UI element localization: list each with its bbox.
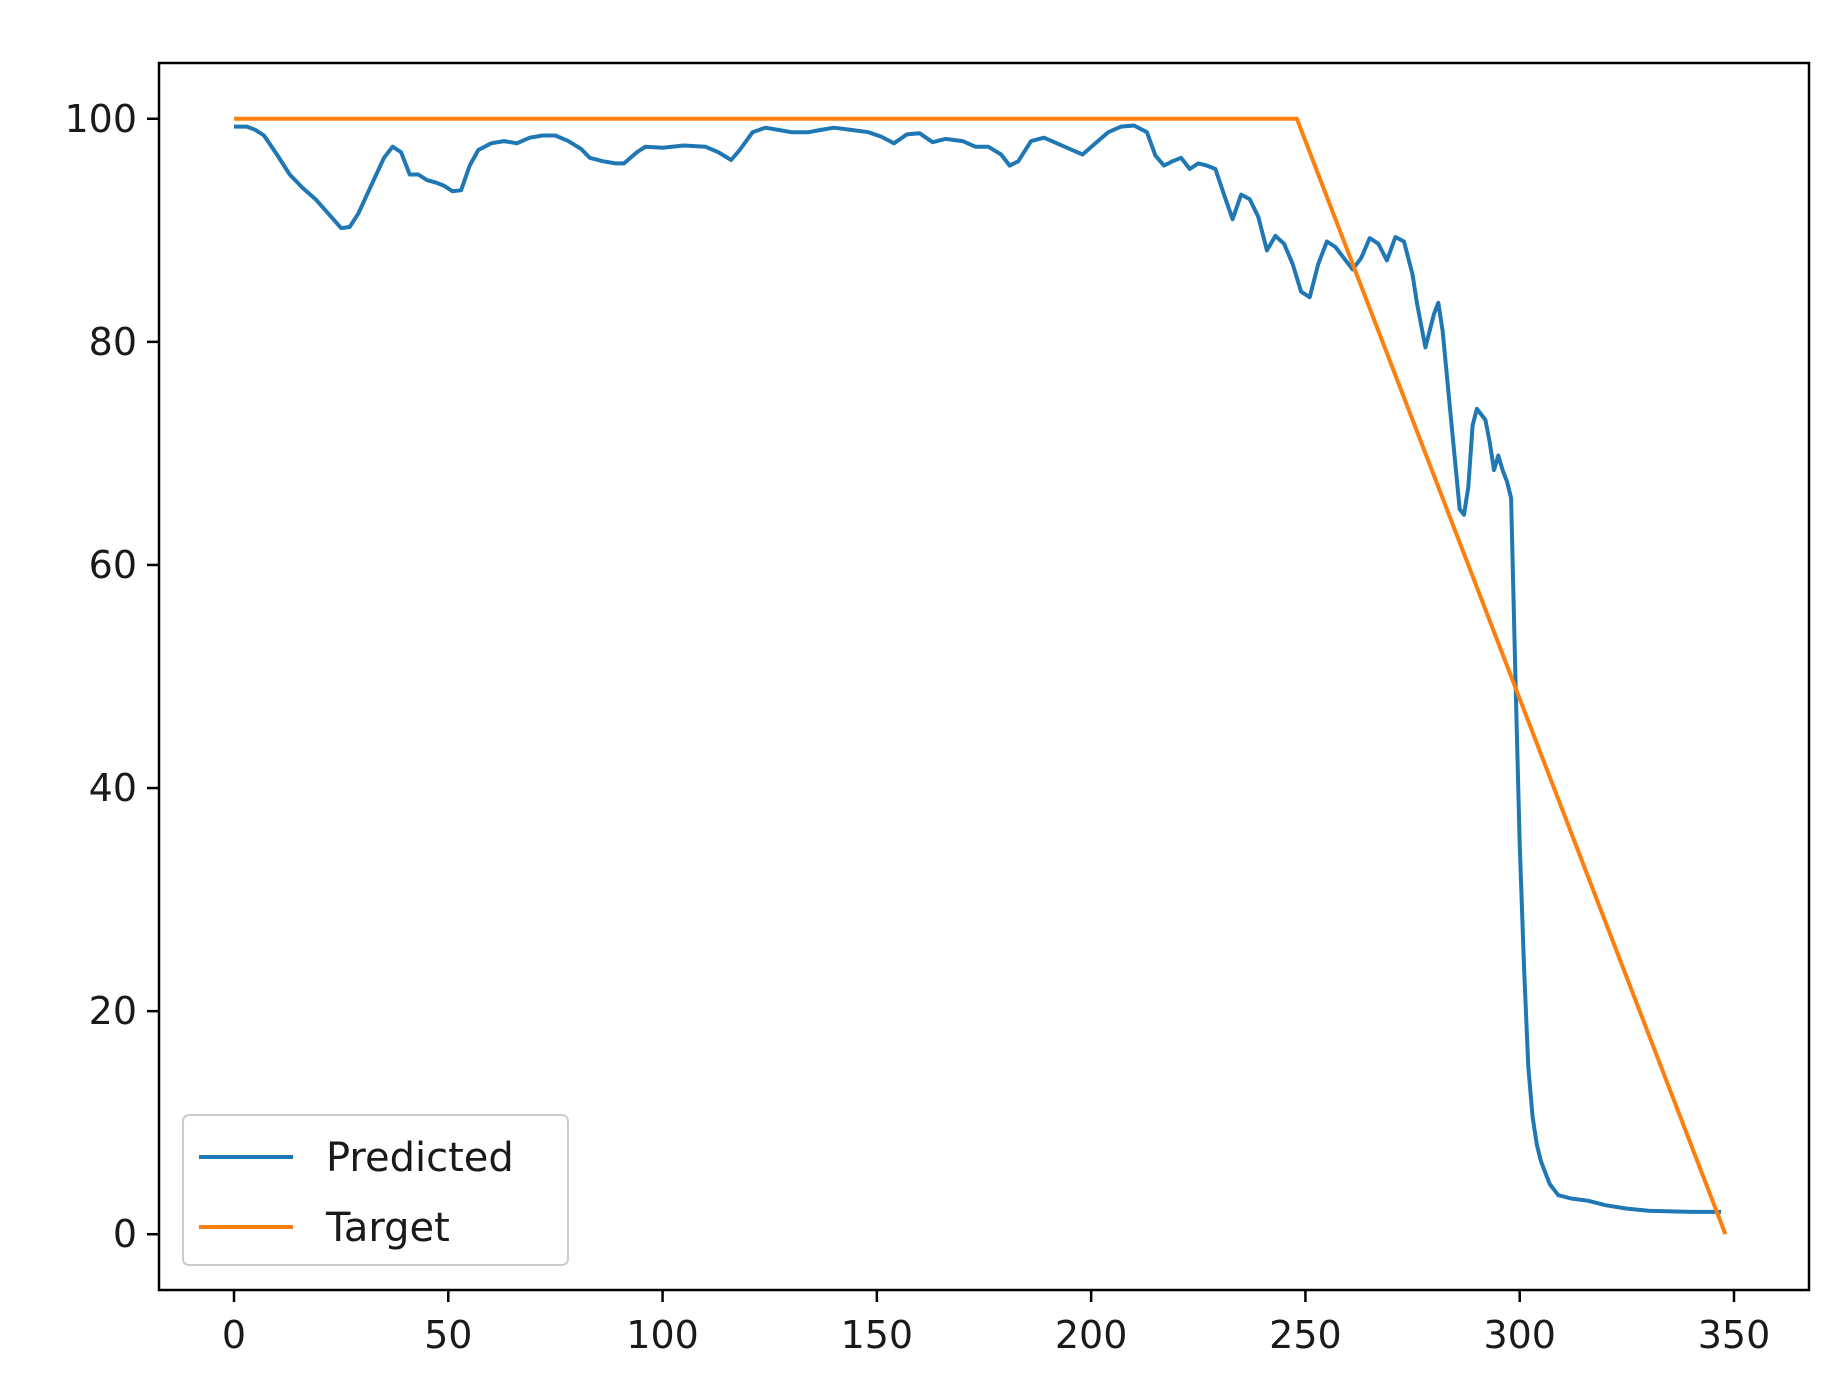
y-tick-label: 0	[113, 1212, 137, 1256]
legend-label-target: Target	[325, 1205, 450, 1251]
x-tick-label: 100	[626, 1313, 699, 1357]
y-tick-label: 20	[89, 989, 137, 1033]
y-axis: 0 20 40 60 80 100	[64, 97, 159, 1256]
x-tick-label: 250	[1269, 1313, 1342, 1357]
x-tick-label: 0	[222, 1313, 246, 1357]
x-tick-label: 150	[841, 1313, 914, 1357]
x-tick-label: 350	[1698, 1313, 1771, 1357]
legend-label-predicted: Predicted	[326, 1135, 514, 1181]
x-axis: 0 50 100 150 200 250 300 350	[222, 1290, 1770, 1357]
x-tick-label: 300	[1483, 1313, 1556, 1357]
y-tick-label: 80	[89, 320, 137, 364]
x-tick-label: 50	[424, 1313, 472, 1357]
x-tick-label: 200	[1055, 1313, 1128, 1357]
y-tick-label: 100	[64, 97, 137, 141]
y-tick-label: 40	[89, 766, 137, 810]
plot-frame	[157, 61, 1811, 1292]
series-line-target	[234, 116, 1728, 1235]
legend: Predicted Target	[182, 1114, 569, 1266]
y-tick-label: 60	[89, 543, 137, 587]
plot-area	[234, 116, 1728, 1235]
series-line-predicted	[234, 123, 1722, 1214]
